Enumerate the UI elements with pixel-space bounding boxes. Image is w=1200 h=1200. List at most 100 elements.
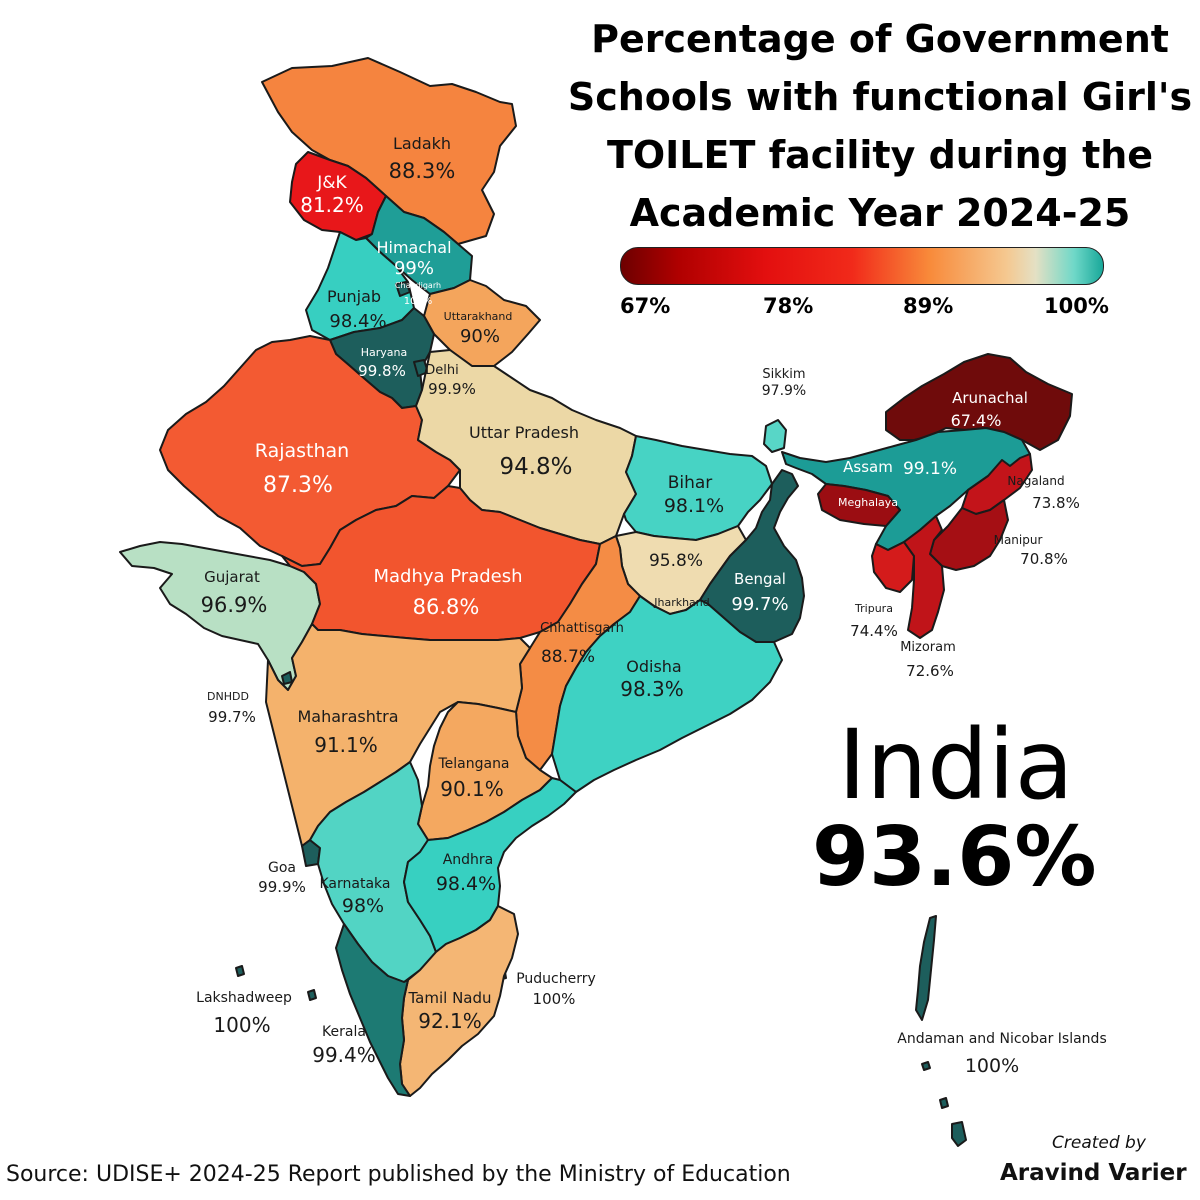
title-line: Academic Year 2024-25 <box>629 191 1131 235</box>
source-note: Source: UDISE+ 2024-25 Report published … <box>6 1162 791 1187</box>
region-value-himachal: 99% <box>394 258 434 279</box>
region-mizoram <box>903 515 945 639</box>
region-value-telangana: 90.1% <box>440 777 504 801</box>
region-value-mizoram: 72.6% <box>906 662 954 680</box>
region-andaman-part <box>951 1121 967 1147</box>
region-label-dnhdd: DNHDD <box>207 690 249 703</box>
region-value-lakshadweep: 100% <box>213 1013 270 1037</box>
title-line: Schools with functional Girl's <box>567 75 1193 119</box>
region-label-chandigarh: Chandigarh <box>395 281 441 290</box>
region-value-ladakh: 88.3% <box>389 159 456 183</box>
credit-label: Created by <box>1052 1133 1146 1153</box>
region-label-goa: Goa <box>268 860 296 876</box>
region-value-andaman: 100% <box>965 1055 1019 1077</box>
region-andaman-part <box>939 1097 949 1109</box>
region-value-haryana: 99.8% <box>358 362 406 380</box>
region-label-karnataka: Karnataka <box>320 876 391 892</box>
map-title: Percentage of Government Schools with fu… <box>560 10 1200 242</box>
region-label-meghalaya: Meghalaya <box>838 496 898 509</box>
title-line: TOILET facility during the <box>606 133 1154 177</box>
region-label-uttar-pradesh: Uttar Pradesh <box>469 423 579 442</box>
region-value-jk: 81.2% <box>300 193 364 217</box>
title-line: Percentage of Government <box>591 17 1169 61</box>
region-value-rajasthan: 87.3% <box>263 473 333 498</box>
region-value-andhra: 98.4% <box>436 873 496 895</box>
region-value-meghalaya: 70.1% <box>828 526 876 544</box>
region-value-tamil-nadu: 92.1% <box>418 1009 482 1033</box>
region-value-karnataka: 98% <box>342 895 384 917</box>
region-kerala <box>335 923 411 1097</box>
region-label-mizoram: Mizoram <box>900 640 956 655</box>
region-andaman-part <box>921 1061 931 1071</box>
region-label-uttarakhand: Uttarakhand <box>444 310 513 323</box>
national-name: India <box>838 709 1074 821</box>
region-uttarakhand <box>423 279 541 367</box>
legend-tick-3: 89% <box>903 294 954 318</box>
region-label-telangana: Telangana <box>437 756 509 772</box>
legend-tick-max: 100% <box>1044 294 1109 318</box>
region-odisha <box>551 595 783 793</box>
region-label-puducherry: Puducherry <box>516 971 596 987</box>
region-value-chhattisgarh: 88.7% <box>541 647 595 667</box>
region-label-arunachal: Arunachal <box>952 389 1028 407</box>
state-shapes <box>119 57 1073 1147</box>
region-label-punjab: Punjab <box>327 287 381 306</box>
region-label-bengal: Bengal <box>734 570 786 588</box>
region-value-arunachal: 67.4% <box>951 411 1002 430</box>
region-value-uttar-pradesh: 94.8% <box>499 454 572 480</box>
region-label-chhattisgarh: Chhattisgarh <box>540 621 624 636</box>
region-label-kerala: Kerala <box>322 1024 366 1040</box>
region-value-nagaland: 73.8% <box>1032 494 1080 512</box>
region-label-haryana: Haryana <box>361 346 408 359</box>
region-value-tripura: 74.4% <box>850 622 898 640</box>
region-value-kerala: 99.4% <box>312 1043 376 1067</box>
region-lakshadweep-part <box>307 989 317 1001</box>
region-value-goa: 99.9% <box>258 878 306 896</box>
region-value-bengal: 99.7% <box>731 594 788 615</box>
region-value-maharashtra: 91.1% <box>314 733 378 757</box>
region-label-lakshadweep: Lakshadweep <box>196 990 292 1006</box>
region-label-assam: Assam <box>843 458 893 476</box>
region-meghalaya <box>817 483 901 527</box>
legend-color-scale <box>620 247 1104 285</box>
region-label-delhi: Delhi <box>425 363 458 378</box>
region-label-maharashtra: Maharashtra <box>297 707 398 726</box>
region-label-nagaland: Nagaland <box>1007 474 1064 488</box>
region-label-bihar: Bihar <box>668 473 713 493</box>
region-value-bihar: 98.1% <box>664 495 724 517</box>
region-value-manipur: 70.8% <box>1020 550 1068 568</box>
region-value-assam: 99.1% <box>903 459 957 479</box>
region-label-himachal: Himachal <box>376 238 451 257</box>
region-label-jharkhand: Jharkhand <box>653 596 710 609</box>
region-value-uttarakhand: 90% <box>460 326 500 347</box>
region-value-jharkhand: 95.8% <box>649 551 703 571</box>
region-value-puducherry: 100% <box>533 990 576 1008</box>
region-tripura <box>871 541 915 593</box>
credit-name: Aravind Varier <box>1000 1160 1187 1186</box>
region-andhra <box>403 777 577 953</box>
region-label-madhya-pradesh: Madhya Pradesh <box>373 566 522 587</box>
national-value: 93.6% <box>812 810 1097 905</box>
legend-tick-2: 78% <box>763 294 814 318</box>
region-label-andaman: Andaman and Nicobar Islands <box>897 1031 1107 1047</box>
region-label-tamil-nadu: Tamil Nadu <box>407 989 491 1007</box>
region-label-sikkim: Sikkim <box>762 367 805 382</box>
region-value-gujarat: 96.9% <box>201 593 268 617</box>
region-label-jk: J&K <box>316 173 347 193</box>
region-label-ladakh: Ladakh <box>393 134 451 153</box>
region-value-delhi: 99.9% <box>428 380 476 398</box>
region-chandigarh <box>395 281 411 297</box>
legend-tick-min: 67% <box>620 294 671 318</box>
region-label-rajasthan: Rajasthan <box>255 440 349 462</box>
region-label-tripura: Tripura <box>854 602 893 615</box>
region-value-dnhdd: 99.7% <box>208 708 256 726</box>
region-value-punjab: 98.4% <box>329 311 386 332</box>
region-value-odisha: 98.3% <box>620 677 684 701</box>
region-label-andhra: Andhra <box>443 852 494 868</box>
region-value-chandigarh: 100% <box>404 296 433 307</box>
region-label-odisha: Odisha <box>626 657 681 676</box>
region-label-manipur: Manipur <box>994 533 1043 547</box>
region-value-sikkim: 97.9% <box>762 383 806 399</box>
